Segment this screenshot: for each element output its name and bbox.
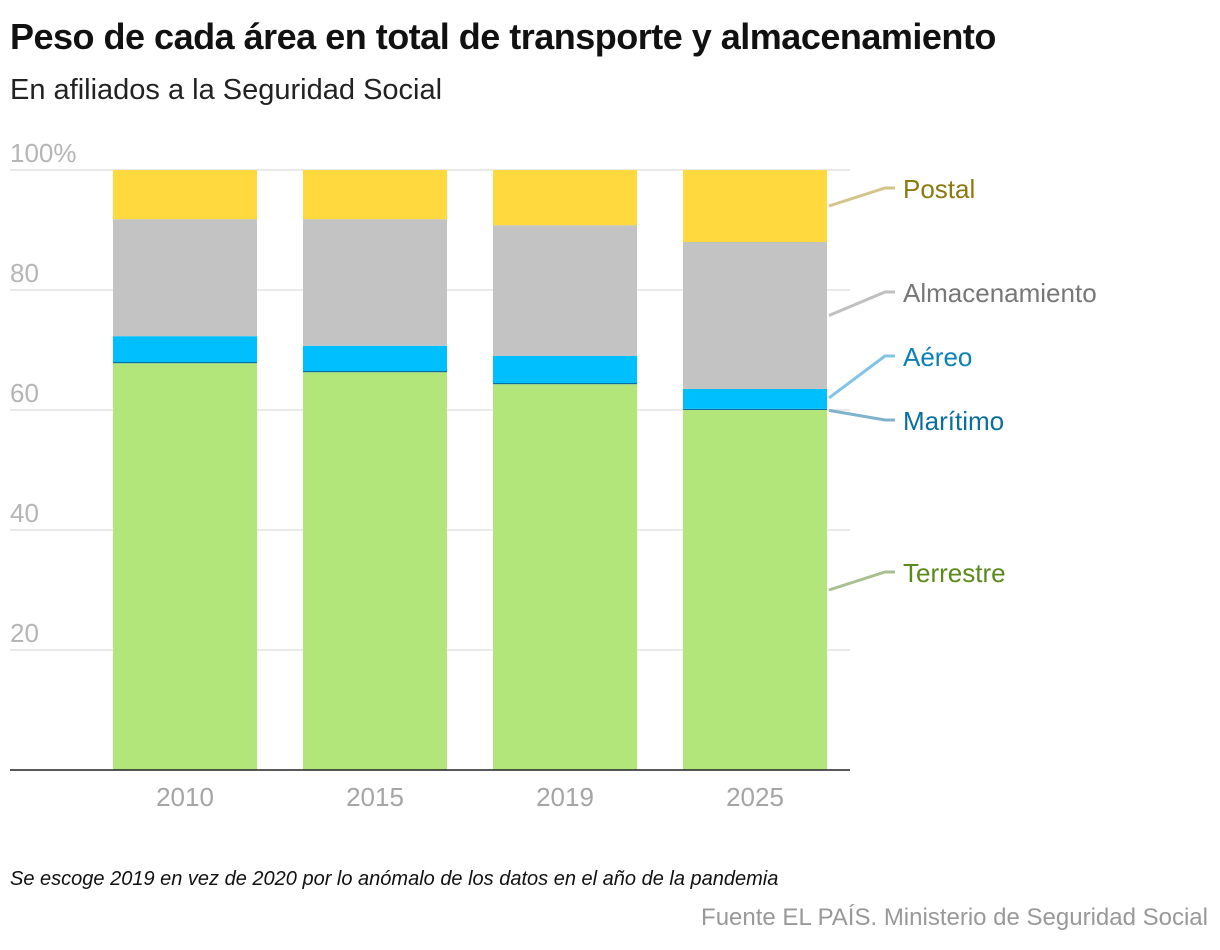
legend-leader-line (828, 354, 895, 400)
bar-segment-postal (113, 170, 257, 220)
legend-leader-line (828, 186, 895, 208)
y-tick-label: 40 (10, 498, 39, 528)
legend-label-marítimo: Marítimo (903, 406, 1004, 436)
chart-subtitle: En afiliados a la Seguridad Social (10, 74, 443, 106)
y-tick-label: 20 (10, 618, 39, 648)
bar-segment-terrestre (113, 363, 257, 770)
bar-segment-terrestre (303, 372, 447, 770)
bar-segment-marítimo (683, 408, 827, 410)
bar-segment-aéreo (683, 389, 827, 409)
chart-note: Se escoge 2019 en vez de 2020 por lo anó… (10, 868, 779, 890)
legend-leader-line (828, 570, 895, 592)
bar-segment-marítimo (113, 362, 257, 364)
bar-segment-aéreo (303, 345, 447, 371)
bar-segment-postal (493, 170, 637, 226)
bar-segment-almacenamiento (113, 219, 257, 337)
y-tick-label: 100% (10, 138, 77, 168)
legend-leader-line (828, 290, 895, 317)
bar-segment-postal (683, 170, 827, 242)
stacked-bar-chart: 20 40 60 80 100% 2010 2015 2019 2025 Terrestre Mar… (10, 138, 1097, 812)
bar-segment-almacenamiento (303, 219, 447, 346)
bar-segment-almacenamiento (683, 242, 827, 389)
bar-segment-marítimo (303, 371, 447, 373)
x-tick-label: 2015 (346, 782, 404, 812)
legend-label-almacenamiento: Almacenamiento (903, 278, 1097, 308)
legend-label-aéreo: Aéreo (903, 342, 972, 372)
bar-segment-postal (303, 170, 447, 220)
bar-segment-marítimo (493, 383, 637, 385)
bar-segment-aéreo (493, 356, 637, 383)
x-tick-label: 2025 (726, 782, 784, 812)
chart-title: Peso de cada área en total de transporte… (10, 16, 996, 57)
bar-segment-terrestre (493, 384, 637, 770)
y-tick-label: 80 (10, 258, 39, 288)
x-tick-label: 2010 (156, 782, 214, 812)
bar-segment-aéreo (113, 336, 257, 362)
legend-label-postal: Postal (903, 174, 975, 204)
legend-leader-line (828, 408, 895, 422)
x-tick-label: 2019 (536, 782, 594, 812)
bar-segment-terrestre (683, 410, 827, 770)
y-tick-label: 60 (10, 378, 39, 408)
legend-label-terrestre: Terrestre (903, 558, 1006, 588)
bar-segment-almacenamiento (493, 225, 637, 356)
chart-source: Fuente EL PAÍS. Ministerio de Seguridad … (701, 904, 1208, 931)
